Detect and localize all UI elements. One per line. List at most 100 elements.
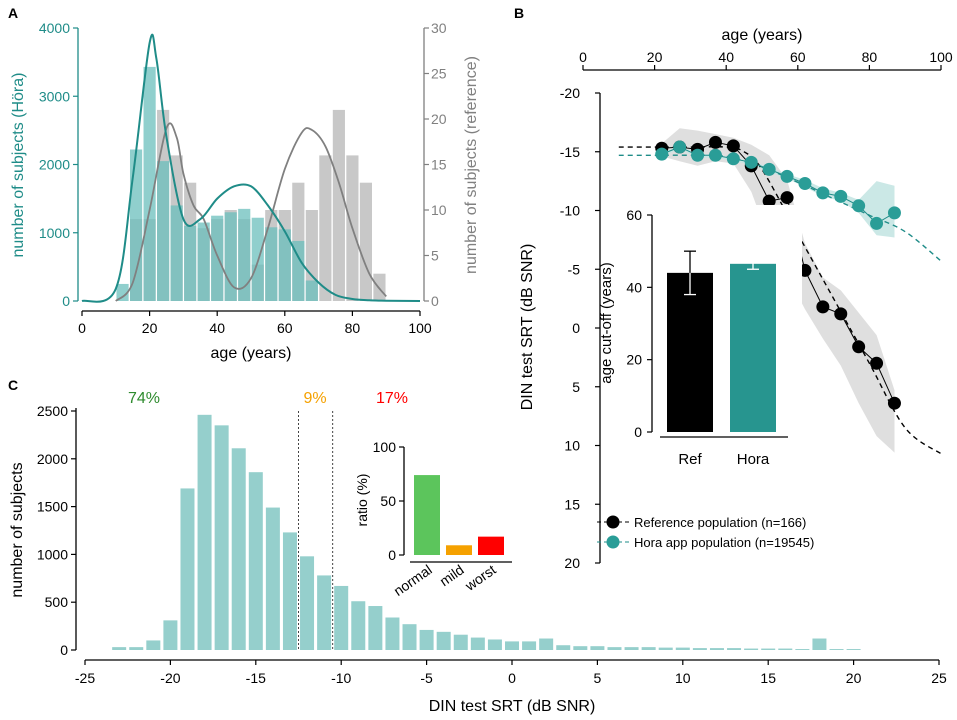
x-tick-label: 60 [790,49,806,65]
panel-a-hora-bars [116,66,318,301]
y-tick-label: -10 [560,203,580,219]
inset-category-label: worst [461,561,498,594]
y-tick-label: 2500 [37,403,68,419]
histogram-bar [727,648,742,650]
hora-bar [157,161,170,301]
histogram-bar [180,488,195,650]
histogram-bar [795,649,810,650]
x-tick-label: -10 [331,670,351,686]
hora-bar [292,240,305,301]
y-tick-label: 500 [45,594,69,610]
panel-a-x-label: age (years) [211,345,292,362]
hora-bar [129,149,143,301]
y-tick-label: -20 [560,85,580,101]
x-tick-label: 100 [929,49,953,65]
hora-point [655,147,669,161]
histogram-bar [487,639,502,650]
reference-point [852,340,866,354]
left-y-tick-label: 4000 [39,20,70,36]
histogram-bar [282,532,297,650]
histogram-bar [692,648,707,650]
x-tick-label: 20 [846,670,862,686]
reference-bar [359,182,373,301]
hora-bar [170,205,183,301]
legend-reference-label: Reference population (n=166) [634,515,806,530]
left-y-tick-label: 2000 [39,157,70,173]
panel-c-inset-y-ticks: 0 50 100 [373,439,404,563]
reference-point [870,356,884,370]
x-tick-label: -25 [75,670,95,686]
right-y-tick-label: 0 [431,293,439,309]
inset-y-tick-label: 100 [373,439,397,455]
hora-bar [116,283,129,301]
histogram-bar [385,617,400,650]
inset-category-label: mild [437,561,467,589]
hora-point [780,169,794,183]
histogram-bar [146,640,161,650]
inset-y-tick-label: 20 [626,352,642,368]
x-tick-label: 15 [760,670,776,686]
histogram-bar [709,648,724,650]
inset-bar [730,263,776,432]
panel-b-inset-bars: Ref Hora [667,250,776,468]
reference-point [887,396,901,410]
histogram-bar [812,638,827,650]
histogram-bar [829,649,844,650]
panel-a-hora-fit-line [81,33,421,303]
y-tick-label: 5 [572,379,580,395]
x-tick-label: -20 [160,670,180,686]
right-y-tick-label: 10 [431,202,447,218]
x-tick-label: 0 [579,49,587,65]
hora-bar [278,229,291,301]
hora-point [673,140,687,154]
hora-point [852,199,866,213]
inset-category-label: normal [390,561,434,599]
legend-hora-label: Hora app population (n=19545) [634,535,814,550]
panel-a-left-y-label: number of subjects (Höra) [10,73,27,258]
legend-reference-marker [606,515,620,529]
histogram-bar [419,629,434,650]
panel-b: B 0 20 40 60 80 100 age (years) -20-15-10-505… [514,5,953,571]
reference-point [816,300,830,314]
inset-y-tick-label: 0 [634,424,642,440]
reference-bar [319,155,332,301]
histogram-bar [761,648,776,650]
histogram-bar [658,647,673,650]
histogram-bar [453,634,468,650]
hora-point [708,148,722,162]
histogram-bar [556,645,571,650]
x-tick-label: -15 [246,670,266,686]
right-y-tick-label: 15 [431,157,447,173]
histogram-bar [163,620,178,650]
right-y-tick-label: 5 [431,248,439,264]
right-y-tick-label: 25 [431,66,447,82]
panel-b-inset: 0 20 40 60 Ref Hora age cut-off (years) [598,205,802,480]
x-tick-label: 20 [142,320,158,336]
hora-bar [211,215,224,301]
x-tick-label: 20 [647,49,663,65]
histogram-bar [504,641,520,650]
y-tick-label: 0 [572,320,580,336]
hora-bar [265,227,278,301]
histogram-bar [248,472,263,650]
inset-ratio-bar [446,545,472,555]
reference-point [726,139,740,153]
y-tick-label: -15 [560,144,580,160]
x-tick-label: 5 [594,670,602,686]
inset-ratio-bar [478,536,504,555]
panel-a-left-ticks: 0 1000 2000 3000 4000 [39,20,78,309]
hora-point [870,216,884,230]
y-tick-label: 15 [564,496,580,512]
left-y-tick-label: 1000 [39,225,70,241]
histogram-bar [744,648,759,650]
hora-point [798,176,812,190]
panel-a-x-ticks: 0 20 40 60 80 100 [78,311,432,336]
inset-y-tick-label: 60 [626,207,642,223]
hora-point [762,162,776,176]
hora-bar [184,225,197,301]
panel-b-inset-y-label: age cut-off (years) [598,262,615,383]
histogram-bar [470,637,485,650]
inset-y-tick-label: 40 [626,279,642,295]
